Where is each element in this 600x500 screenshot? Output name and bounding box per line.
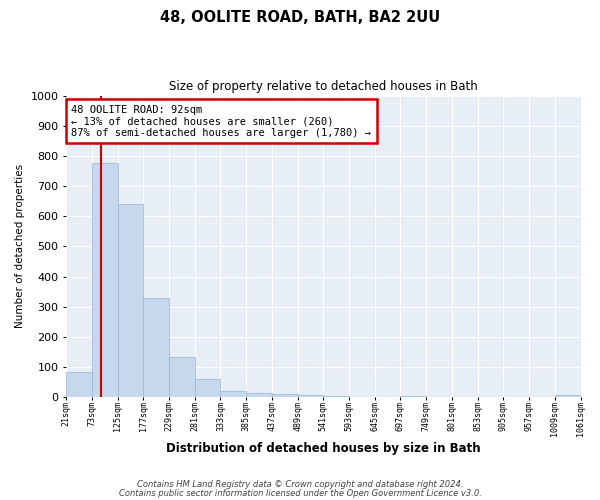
Bar: [143, 298, 169, 398]
Bar: [92, 164, 118, 398]
Title: Size of property relative to detached houses in Bath: Size of property relative to detached ho…: [169, 80, 478, 93]
X-axis label: Distribution of detached houses by size in Bath: Distribution of detached houses by size …: [166, 442, 481, 455]
Y-axis label: Number of detached properties: Number of detached properties: [15, 164, 25, 328]
Text: Contains HM Land Registry data © Crown copyright and database right 2024.: Contains HM Land Registry data © Crown c…: [137, 480, 463, 489]
Bar: [220, 390, 246, 398]
Bar: [169, 356, 195, 398]
Bar: [246, 393, 272, 398]
Text: 48 OOLITE ROAD: 92sqm
← 13% of detached houses are smaller (260)
87% of semi-det: 48 OOLITE ROAD: 92sqm ← 13% of detached …: [71, 104, 371, 138]
Bar: [298, 395, 323, 398]
Bar: [400, 396, 426, 398]
Bar: [118, 204, 143, 398]
Text: 48, OOLITE ROAD, BATH, BA2 2UU: 48, OOLITE ROAD, BATH, BA2 2UU: [160, 10, 440, 25]
Text: Contains public sector information licensed under the Open Government Licence v3: Contains public sector information licen…: [119, 488, 481, 498]
Bar: [66, 372, 92, 398]
Bar: [272, 394, 298, 398]
Bar: [323, 396, 349, 398]
Bar: [555, 395, 581, 398]
Bar: [195, 379, 220, 398]
